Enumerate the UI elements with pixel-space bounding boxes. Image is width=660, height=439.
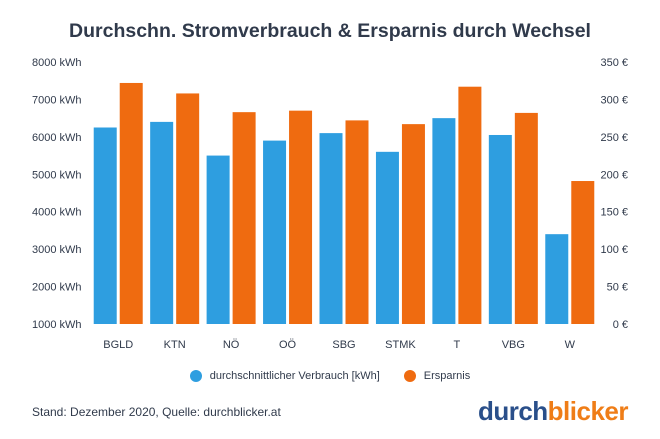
legend-dot-consumption [189, 370, 202, 382]
right-axis-tick: 350 € [600, 57, 628, 69]
right-axis-tick: 50 € [607, 282, 628, 294]
bar-consumption [93, 127, 117, 324]
bar-savings [401, 124, 425, 324]
left-axis-tick: 8000 kWh [32, 57, 82, 69]
right-axis-tick: 150 € [600, 207, 628, 219]
category-label: OÖ [279, 339, 297, 351]
legend-label-savings: Ersparnis [423, 370, 471, 382]
chart-title: Durchschn. Stromverbrauch & Ersparnis du… [69, 20, 591, 42]
bar-consumption [150, 121, 174, 324]
right-axis-tick: 100 € [600, 244, 628, 256]
bar-consumption [263, 140, 287, 324]
bar-consumption [488, 134, 512, 324]
category-label: STMK [385, 339, 416, 351]
bar-savings [119, 82, 143, 325]
source-note: Stand: Dezember 2020, Quelle: durchblick… [32, 405, 281, 419]
legend-dot-savings [403, 370, 416, 382]
left-axis-tick: 2000 kWh [32, 282, 82, 294]
left-axis-tick: 7000 kWh [32, 94, 82, 106]
brand-logo[interactable]: durchblicker [477, 396, 629, 427]
category-label: W [565, 339, 576, 351]
legend-item-savings: Ersparnis [403, 370, 471, 382]
right-axis-tick: 250 € [600, 132, 628, 144]
left-axis-tick: 3000 kWh [32, 244, 82, 256]
category-label: KTN [164, 339, 186, 351]
left-axis-tick: 1000 kWh [32, 319, 82, 331]
right-axis-tick: 0 € [613, 319, 628, 331]
category-label: BGLD [103, 339, 133, 351]
logo-part-2: blicker [547, 396, 629, 426]
category-label: VBG [502, 339, 525, 351]
left-axis-tick: 4000 kWh [32, 207, 82, 219]
category-label: T [454, 339, 461, 351]
legend-label-consumption: durchschnittlicher Verbrauch [kWh] [209, 370, 380, 382]
left-axis-tick: 5000 kWh [32, 169, 82, 181]
bar-consumption [206, 155, 230, 324]
bar-savings [458, 86, 482, 325]
legend-item-consumption: durchschnittlicher Verbrauch [kWh] [189, 370, 380, 382]
left-axis-tick: 6000 kWh [32, 132, 82, 144]
category-label: NÖ [223, 339, 240, 351]
bar-savings [289, 110, 313, 325]
chart-legend: durchschnittlicher Verbrauch [kWh] Erspa… [0, 370, 660, 382]
bar-savings [232, 112, 256, 324]
bar-consumption [545, 234, 569, 324]
bar-savings [176, 93, 200, 324]
bar-savings [345, 120, 369, 324]
bar-consumption [319, 133, 343, 324]
category-label: SBG [332, 339, 355, 351]
bar-consumption [432, 118, 456, 325]
right-axis-tick: 300 € [600, 94, 628, 106]
logo-part-1: durch [477, 396, 548, 426]
bar-consumption [375, 151, 399, 324]
right-axis-tick: 200 € [600, 169, 628, 181]
bar-savings [514, 112, 538, 324]
bar-savings [571, 181, 595, 324]
